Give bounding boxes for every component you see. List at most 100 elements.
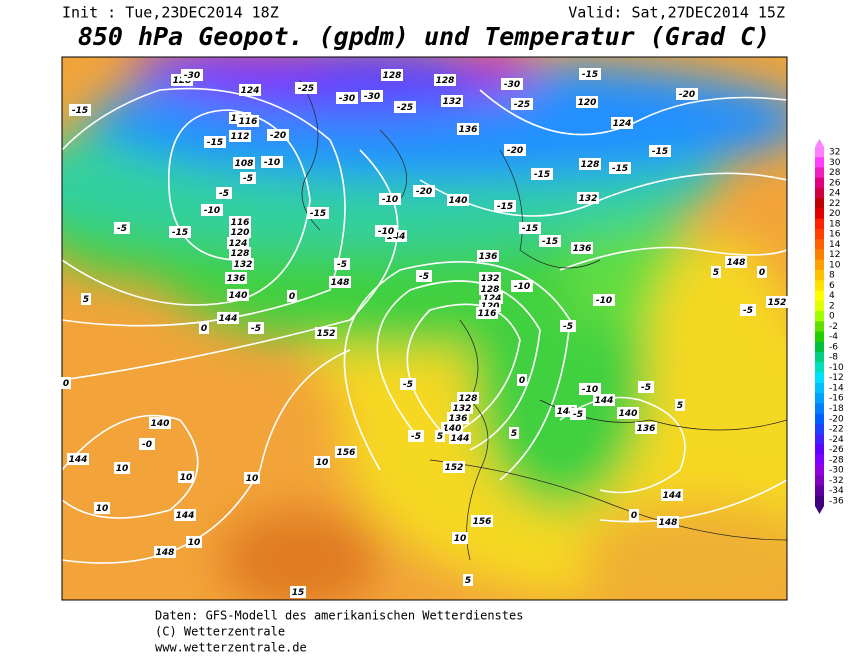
contour-label: 140 (151, 419, 170, 429)
colorbar-label: 18 (829, 219, 841, 229)
contour-label-box (635, 422, 657, 434)
contour-label-box (577, 192, 599, 204)
colorbar-label: -4 (829, 332, 838, 342)
contour-label-box (675, 399, 685, 411)
contour-label-box (329, 276, 351, 288)
contour-label-box (375, 225, 397, 237)
contour-label-box (649, 145, 671, 157)
contour-label: 132 (443, 97, 462, 107)
contour-label: 116 (231, 218, 250, 228)
contour-label: -15 (310, 209, 326, 219)
contour-label-box (229, 216, 251, 228)
contour-label-box (240, 172, 256, 184)
colorbar-label: 8 (829, 271, 835, 281)
contour-label-box (609, 162, 631, 174)
colorbar-label: 12 (829, 250, 840, 260)
contour-label-box (413, 185, 435, 197)
map-frame (61, 56, 788, 601)
colorbar: 32302826242220181614121086420-2-4-6-8-10… (815, 138, 844, 514)
contour-label-box (511, 280, 533, 292)
contour-label-box (199, 322, 209, 334)
contour-label: 128 (436, 76, 455, 86)
contour-label-box (287, 290, 297, 302)
contour-label: 10 (180, 473, 193, 483)
contour-label-box (154, 546, 176, 558)
contour-label: 140 (449, 196, 468, 206)
colorbar-swatch (815, 187, 824, 199)
valid-time: Valid: Sat,27DEC2014 15Z (568, 4, 785, 22)
colorbar-swatch (815, 403, 824, 414)
contour-label: -15 (497, 202, 513, 212)
contour-label: 148 (659, 518, 678, 528)
contour-label: 124 (613, 119, 632, 129)
contour-label: 116 (478, 309, 497, 319)
contour-label-box (457, 123, 479, 135)
contour-label-box (244, 472, 260, 484)
copyright: (C) Wetterzentrale (155, 625, 285, 639)
colorbar-swatch (815, 423, 824, 435)
colorbar-swatch (815, 280, 824, 291)
colorbar-label: -20 (829, 414, 844, 424)
contour-label-box (267, 129, 289, 141)
colorbar-swatch (815, 321, 824, 332)
colorbar-label: 32 (829, 148, 840, 158)
contour-label: 0 (63, 379, 69, 389)
contour-label-box (408, 430, 424, 442)
contour-label: 136 (227, 274, 246, 284)
contour-label-box (114, 462, 130, 474)
colorbar-label: -8 (829, 353, 838, 363)
contour-labels: 1281241201161121081161201241281321361401… (61, 68, 788, 598)
contour-label-box (229, 130, 251, 142)
colorbar-swatch (815, 485, 824, 497)
contour-label: -15 (582, 70, 598, 80)
contour-label: -10 (204, 206, 220, 216)
contour-label-box (400, 378, 416, 390)
colorbar-label: -22 (829, 425, 844, 435)
contour-label-box (579, 383, 601, 395)
contour-label: 112 (231, 132, 250, 142)
contour-label-box (449, 432, 471, 444)
contour-label: 128 (581, 160, 600, 170)
contour-label-box (394, 101, 416, 113)
contour-label: 132 (453, 404, 472, 414)
colorbar-label: -2 (829, 322, 838, 332)
contour-label: -30 (339, 94, 355, 104)
contour-label-box (501, 78, 523, 90)
colorbar-label: 6 (829, 281, 835, 291)
contour-label: 120 (578, 98, 597, 108)
contour-label-box (579, 158, 601, 170)
contour-label: -5 (743, 306, 753, 316)
contour-label: -5 (117, 224, 127, 234)
contour-label: -25 (298, 84, 314, 94)
contour-label-box (576, 96, 598, 108)
colorbar-label: -12 (829, 373, 844, 383)
contour-label: -15 (612, 164, 628, 174)
colorbar-swatch (815, 372, 824, 384)
contour-label: 120 (231, 228, 250, 238)
contour-label-box (314, 456, 330, 468)
contour-label-box (61, 377, 71, 389)
contour-label-box (617, 407, 639, 419)
contour-label-box (611, 117, 633, 129)
contour-label: 0 (519, 376, 525, 386)
colorbar-swatch (815, 177, 824, 189)
colorbar-arrow-top (815, 138, 824, 147)
contour-label-box (232, 258, 254, 270)
contour-label: -10 (264, 158, 280, 168)
contour-label-box (476, 307, 498, 319)
contour-label-box (169, 226, 191, 238)
contour-label: -5 (219, 189, 229, 199)
colorbar-label: -30 (829, 466, 844, 476)
contour-label-box (233, 157, 255, 169)
contour-label: 144 (595, 396, 614, 406)
contour-label-box (676, 88, 698, 100)
contour-label-box (290, 586, 306, 598)
contour-label: -5 (243, 174, 253, 184)
init-time: Init : Tue,23DEC2014 18Z (62, 4, 279, 22)
contour-label: -0 (142, 440, 152, 450)
contour-label: -20 (270, 131, 286, 141)
contour-label-box (178, 471, 194, 483)
contour-label: 132 (234, 260, 253, 270)
contour-label: 144 (219, 314, 238, 324)
